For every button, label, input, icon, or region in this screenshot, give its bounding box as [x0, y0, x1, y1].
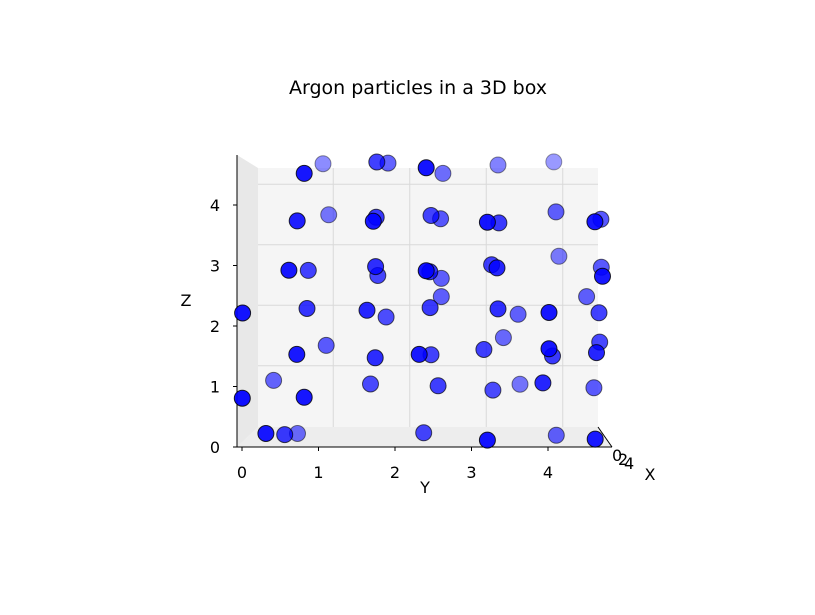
particle-point: [276, 426, 294, 444]
particle-point: [484, 381, 502, 399]
particle-point: [314, 155, 332, 173]
particle-point: [257, 425, 275, 442]
particle-point: [540, 304, 558, 321]
particle-point: [594, 267, 611, 285]
side-pane: [237, 155, 258, 447]
particle-point: [534, 374, 552, 392]
particle-point: [417, 262, 435, 280]
particle-point: [364, 212, 382, 230]
particle-point: [588, 344, 605, 362]
axes-panes: [237, 155, 612, 447]
particle-point: [540, 340, 558, 358]
z-axis-label: Z: [181, 291, 192, 310]
back-pane: [258, 168, 598, 427]
particle-point: [367, 258, 385, 276]
y-tick-label: 1: [313, 463, 323, 482]
particle-point: [511, 375, 529, 393]
y-tick-label: 4: [543, 463, 553, 482]
particle-point: [366, 349, 384, 367]
particle-point: [509, 305, 527, 323]
particle-point: [586, 213, 604, 231]
particle-point: [377, 308, 395, 326]
particle-point: [362, 375, 379, 393]
particle-point: [265, 371, 283, 389]
particle-point: [317, 336, 335, 354]
y-tick-label: 2: [390, 463, 400, 482]
x-tick-label: 2: [618, 450, 628, 469]
z-tick-label: 1: [210, 378, 220, 397]
particle-point: [475, 341, 493, 358]
x-tick-label: 0: [612, 446, 622, 465]
particle-point: [358, 301, 376, 319]
particle-point: [547, 203, 565, 221]
y-tick-label: 0: [237, 463, 247, 482]
particle-point: [295, 388, 313, 406]
particle-point: [368, 153, 386, 171]
particle-point: [489, 156, 507, 174]
particle-point: [590, 304, 608, 322]
particle-point: [422, 207, 440, 224]
z-tick-label: 4: [210, 196, 220, 215]
x-axis-label: X: [645, 465, 656, 484]
particle-point: [494, 329, 512, 347]
particle-point: [488, 259, 506, 277]
y-axis-label: Y: [419, 478, 430, 497]
z-tick-label: 0: [210, 438, 220, 457]
particle-point: [434, 164, 452, 182]
particle-point: [320, 206, 338, 224]
particle-point: [545, 153, 563, 171]
particle-point: [280, 261, 298, 279]
particle-point: [410, 345, 428, 363]
particle-point: [233, 389, 251, 407]
x-tick-label: 4: [624, 454, 634, 473]
chart-title: Argon particles in a 3D box: [289, 77, 547, 99]
particle-point: [578, 288, 596, 306]
particle-point: [432, 288, 450, 306]
particle-point: [415, 424, 433, 442]
particle-point: [288, 212, 306, 230]
particle-point: [295, 164, 313, 182]
particle-point: [421, 299, 439, 317]
particle-point: [298, 300, 316, 317]
particle-point: [585, 379, 603, 397]
z-tick-label: 2: [210, 317, 220, 336]
y-tick-label: 3: [466, 463, 476, 482]
particle-point: [489, 300, 507, 318]
particle-point: [547, 426, 565, 444]
particle-point: [417, 159, 435, 177]
particle-point: [586, 430, 604, 448]
particle-point: [234, 304, 252, 322]
particle-point: [478, 431, 496, 449]
z-tick-label: 3: [210, 257, 220, 276]
x-axis-line: [597, 426, 613, 448]
particle-point: [550, 247, 568, 265]
scatter-points: [233, 153, 611, 449]
particle-point: [478, 213, 496, 231]
particle-point: [429, 377, 447, 395]
particle-point: [288, 345, 306, 363]
particle-point: [299, 261, 317, 279]
